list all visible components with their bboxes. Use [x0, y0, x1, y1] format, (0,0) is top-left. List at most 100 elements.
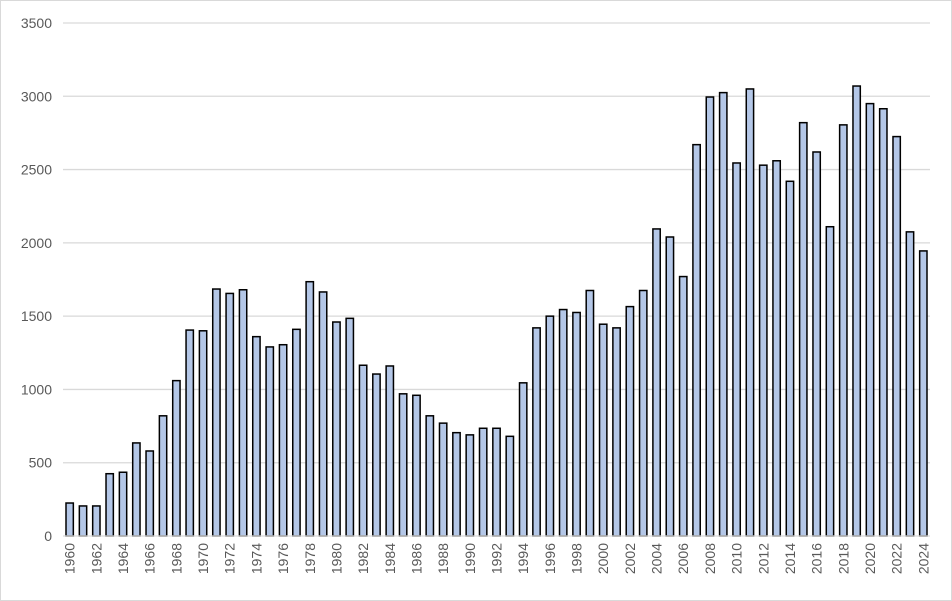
- bar: [238, 289, 248, 537]
- bar: [745, 88, 755, 537]
- bar: [78, 505, 88, 537]
- bar: [652, 228, 661, 537]
- bar: [398, 393, 408, 537]
- bar: [758, 164, 768, 537]
- x-tick-label: 1994: [515, 543, 531, 574]
- bar: [812, 151, 822, 537]
- bar: [718, 91, 728, 537]
- x-tick-label: 2010: [729, 543, 745, 574]
- bar: [265, 346, 275, 537]
- bar: [131, 442, 141, 537]
- x-tick-label: 1984: [382, 543, 398, 574]
- bar: [438, 422, 448, 537]
- bar: [878, 107, 888, 537]
- bar: [705, 96, 715, 537]
- x-tick-label: 1968: [168, 543, 184, 574]
- bar: [518, 382, 528, 537]
- x-tick-label: 1978: [302, 543, 318, 574]
- y-tick-label: 3000: [21, 88, 52, 104]
- x-tick-label: 2008: [702, 543, 718, 574]
- x-tick-label: 2024: [915, 543, 931, 574]
- bar: [225, 292, 235, 537]
- y-tick-label: 500: [29, 455, 53, 471]
- x-tick-label: 2018: [835, 543, 851, 574]
- bar: [91, 505, 101, 537]
- bar: [785, 180, 795, 537]
- bar: [385, 365, 395, 537]
- bar: [838, 124, 848, 537]
- x-tick-label: 1980: [328, 543, 344, 574]
- bar: [545, 315, 555, 537]
- y-axis-tick-labels: 0 500 1000 1500 2000 2500 3000 3500: [21, 15, 52, 544]
- bar: [732, 162, 742, 537]
- bar: [918, 250, 928, 537]
- bar: [625, 305, 635, 537]
- x-tick-label: 2004: [649, 543, 665, 574]
- bar: [278, 343, 288, 537]
- bar: [558, 308, 568, 537]
- bar: [65, 502, 75, 537]
- x-tick-label: 1964: [115, 543, 131, 574]
- bar: [105, 472, 115, 537]
- x-tick-label: 1976: [275, 543, 291, 574]
- bar: [892, 135, 902, 537]
- bar: [332, 321, 341, 537]
- bar: [118, 471, 128, 537]
- bar: [292, 328, 301, 537]
- bar: [345, 317, 355, 537]
- bar: [412, 394, 421, 537]
- bar: [572, 311, 581, 537]
- bar: [305, 280, 315, 537]
- x-tick-label: 1962: [88, 543, 104, 574]
- y-tick-label: 1000: [21, 381, 52, 397]
- bar: [585, 289, 595, 537]
- bar: [798, 121, 808, 537]
- bar: [318, 291, 328, 537]
- bar: [171, 379, 181, 537]
- bar: [678, 275, 688, 537]
- bar: [211, 288, 221, 537]
- x-tick-label: 2014: [782, 543, 798, 574]
- x-tick-label: 1988: [435, 543, 451, 574]
- bar: [772, 160, 782, 537]
- y-tick-label: 3500: [21, 15, 52, 31]
- x-tick-label: 1990: [462, 543, 478, 574]
- x-tick-label: 2022: [889, 543, 905, 574]
- y-tick-label: 1500: [21, 308, 52, 324]
- x-tick-label: 2012: [755, 543, 771, 574]
- bar: [425, 415, 435, 537]
- bar: [145, 450, 155, 537]
- bars: [65, 85, 928, 537]
- bar: [852, 85, 862, 537]
- bar: [692, 143, 701, 537]
- x-tick-label: 1996: [542, 543, 558, 574]
- x-tick-label: 1966: [142, 543, 158, 574]
- x-tick-label: 2002: [622, 543, 638, 574]
- bar: [358, 364, 368, 537]
- x-axis-tick-labels: 1960 1962 1964 1966 1968 1970 1972 1974 1976 1978…: [62, 543, 932, 574]
- bar: [465, 434, 475, 537]
- x-tick-label: 1974: [248, 543, 264, 574]
- bar: [158, 415, 168, 537]
- bar: [905, 231, 915, 537]
- y-tick-label: 0: [44, 528, 52, 544]
- bar: [825, 225, 835, 537]
- bar: [665, 236, 675, 537]
- bar: [492, 427, 501, 537]
- bar: [452, 431, 461, 537]
- x-tick-label: 1998: [569, 543, 585, 574]
- bar: [185, 329, 195, 537]
- bar: [251, 335, 261, 537]
- bar: [598, 323, 608, 537]
- x-tick-label: 2016: [809, 543, 825, 574]
- x-tick-label: 2020: [862, 543, 878, 574]
- gridlines: [63, 22, 930, 464]
- x-tick-label: 1970: [195, 543, 211, 574]
- x-tick-label: 1986: [408, 543, 424, 574]
- y-tick-label: 2500: [21, 162, 52, 178]
- bar: [865, 102, 875, 537]
- x-tick-label: 2006: [675, 543, 691, 574]
- bar: [478, 427, 488, 537]
- bar: [638, 289, 648, 537]
